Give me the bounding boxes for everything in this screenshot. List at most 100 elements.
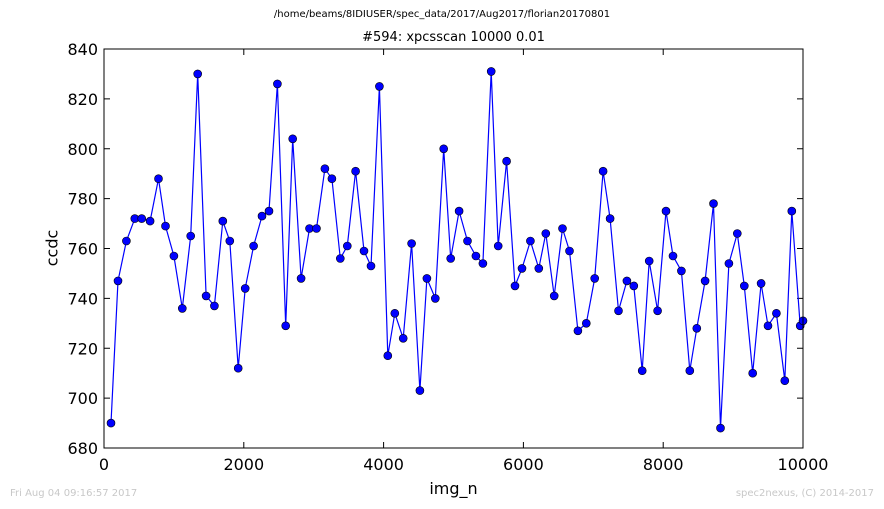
data-point <box>661 206 671 216</box>
data-point <box>772 308 781 318</box>
x-tick-label: 2000 <box>223 455 264 474</box>
data-point <box>178 304 187 313</box>
data-point <box>210 301 219 311</box>
y-axis-label: ccdc <box>42 229 62 267</box>
data-point <box>700 276 710 286</box>
x-tick-label: 6000 <box>503 455 544 474</box>
data-point <box>677 266 686 276</box>
data-point <box>526 236 535 246</box>
footer-credit: spec2nexus, (C) 2014-2017 <box>735 488 874 499</box>
y-tick-label: 840 <box>67 40 98 59</box>
data-point <box>264 206 274 216</box>
data-point <box>605 214 615 223</box>
x-tick-label: 10000 <box>778 455 829 474</box>
data-point <box>502 156 511 166</box>
data-point <box>383 351 393 361</box>
data-point <box>169 251 179 261</box>
data-point <box>422 274 432 283</box>
series-markers <box>106 67 808 433</box>
data-point <box>748 368 758 378</box>
data-point <box>335 254 345 263</box>
data-point <box>573 326 583 336</box>
data-point <box>288 134 298 144</box>
data-point <box>145 216 155 226</box>
data-point <box>257 211 267 221</box>
data-point <box>541 229 551 238</box>
data-point <box>454 206 464 216</box>
data-point <box>375 82 384 91</box>
data-point <box>218 216 228 226</box>
plot-frame <box>103 48 804 449</box>
data-point <box>407 239 416 248</box>
data-point <box>780 376 790 386</box>
data-point <box>106 418 116 428</box>
data-point <box>598 166 608 176</box>
data-point <box>709 199 718 208</box>
data-point <box>463 236 472 246</box>
data-point <box>281 321 291 331</box>
series-line <box>110 71 804 429</box>
y-tick-label: 760 <box>67 240 98 259</box>
y-tick-label: 820 <box>67 90 98 109</box>
data-point <box>351 166 360 176</box>
data-point <box>193 69 202 79</box>
data-point <box>756 279 766 288</box>
data-point <box>692 323 702 333</box>
data-point <box>739 281 749 291</box>
data-point <box>486 67 496 76</box>
data-point <box>558 224 567 233</box>
data-point <box>113 276 123 286</box>
x-tick-label: 4000 <box>363 455 404 474</box>
data-point <box>154 174 163 183</box>
data-point <box>581 318 591 328</box>
y-tick-label: 680 <box>67 439 98 458</box>
data-point <box>590 274 600 283</box>
y-tick-label: 780 <box>67 190 98 209</box>
data-point <box>137 214 146 223</box>
data-point <box>493 241 503 251</box>
data-point <box>668 251 678 261</box>
data-point <box>724 259 734 268</box>
data-point <box>446 254 456 263</box>
x-tick-label: 8000 <box>643 455 684 474</box>
y-tick-label: 740 <box>67 289 98 308</box>
figure-suptitle: /home/beams/8IDIUSER/spec_data/2017/Aug2… <box>273 9 611 20</box>
data-point <box>366 261 376 271</box>
x-axis-label: img_n <box>429 479 478 498</box>
data-point <box>327 174 337 183</box>
data-point <box>565 246 574 256</box>
data-point <box>296 274 306 283</box>
data-point <box>430 294 440 303</box>
data-point <box>614 306 623 316</box>
data-point <box>342 241 352 251</box>
data-point <box>398 333 408 343</box>
footer-timestamp: Fri Aug 04 09:16:57 2017 <box>10 488 138 499</box>
x-tick-label: 0 <box>99 455 109 474</box>
data-point <box>629 281 639 291</box>
data-point <box>716 423 725 433</box>
y-tick-label: 720 <box>67 339 98 358</box>
data-point <box>390 308 400 318</box>
data-point <box>161 221 170 231</box>
data-point <box>201 291 211 301</box>
data-point <box>653 306 662 316</box>
data-point <box>186 231 195 241</box>
data-point <box>534 264 544 273</box>
data-point <box>415 386 425 395</box>
data-point <box>622 276 632 286</box>
data-point <box>233 363 243 373</box>
data-point <box>517 264 527 273</box>
data-point <box>225 236 235 246</box>
data-point <box>439 144 449 154</box>
data-point <box>312 224 321 233</box>
data-point <box>549 291 559 301</box>
data-point <box>273 79 282 89</box>
data-point <box>510 281 520 291</box>
data-point <box>240 284 250 293</box>
y-tick-label: 800 <box>67 140 98 159</box>
data-point <box>763 321 773 331</box>
data-point <box>320 164 330 173</box>
x-axis: 0 2000 4000 6000 8000 10000 <box>99 49 829 474</box>
data-point <box>787 206 797 216</box>
